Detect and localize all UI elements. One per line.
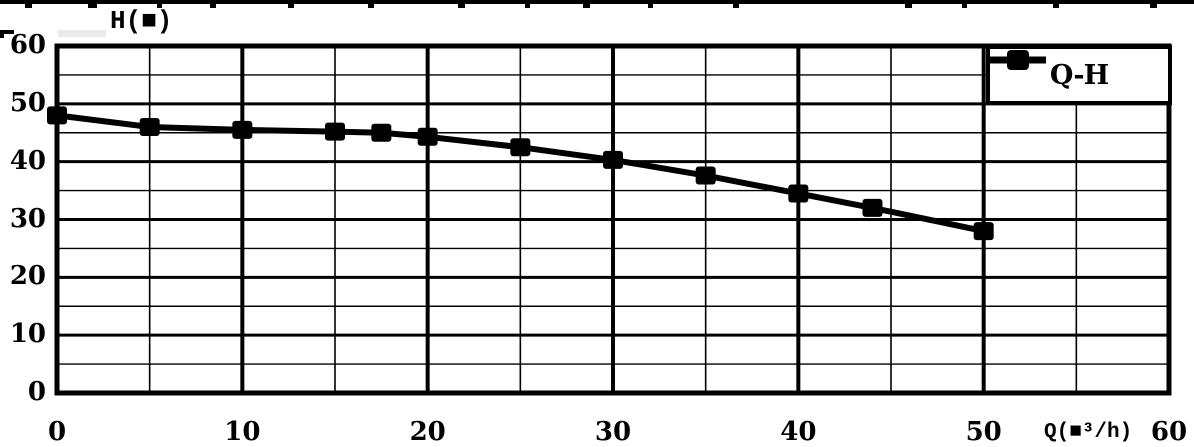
- x-tick-label-40: 40: [780, 417, 817, 447]
- scan-artifact-stub: [648, 3, 653, 8]
- scan-artifact-stub: [1150, 3, 1157, 8]
- scan-artifact-left-mark: [0, 30, 14, 38]
- data-point-marker: [603, 150, 623, 169]
- scan-artifact-stub: [25, 3, 32, 8]
- y-tick-label-30: 30: [9, 203, 46, 234]
- scan-artifact-stub: [583, 3, 590, 8]
- x-axis-title: Q(■³/h): [1044, 421, 1133, 444]
- data-point-marker: [232, 120, 253, 139]
- legend: Q-H: [986, 45, 1172, 105]
- scan-artifact-stub: [157, 3, 162, 8]
- data-point-marker: [139, 117, 160, 136]
- scan-artifact-stub: [962, 3, 967, 8]
- scan-artifact-stub: [368, 3, 374, 8]
- scan-artifact-stub: [458, 3, 465, 8]
- legend-label: Q-H: [1049, 59, 1109, 91]
- scan-artifact-stub: [1053, 3, 1059, 8]
- x-tick-label-50: 50: [965, 417, 1002, 447]
- y-tick-label-10: 10: [9, 319, 46, 350]
- data-point-marker: [325, 122, 345, 141]
- x-tick-label-30: 30: [594, 417, 632, 447]
- y-tick-label-50: 50: [9, 87, 46, 118]
- data-point-marker: [47, 106, 67, 125]
- x-tick-label-60: 60: [1150, 417, 1188, 447]
- scan-artifact-stub: [733, 3, 739, 8]
- data-point-marker: [695, 166, 716, 185]
- data-point-marker: [510, 138, 531, 157]
- y-tick-label-40: 40: [9, 145, 46, 176]
- scan-artifact-stub: [288, 3, 294, 8]
- data-point-marker: [371, 123, 392, 142]
- series-line-Q-H: [56, 112, 985, 235]
- y-tick-label-20: 20: [9, 261, 46, 292]
- scan-smudge: [58, 30, 106, 37]
- data-point-marker: [788, 184, 809, 203]
- data-point-marker: [862, 198, 883, 217]
- plot-border: [54, 43, 1172, 396]
- data-point-marker: [973, 222, 994, 241]
- scan-artifact-top-edge: [0, 0, 1194, 4]
- legend-marker-icon: [990, 50, 1046, 70]
- x-tick-label-20: 20: [409, 417, 446, 447]
- x-tick-label-0: 0: [47, 417, 67, 447]
- scan-artifact-stub: [210, 3, 216, 8]
- scan-artifact-stub: [88, 3, 97, 8]
- data-point-marker: [417, 127, 438, 146]
- scan-artifact-stub: [905, 3, 912, 8]
- scan-artifact-stub: [525, 3, 530, 8]
- y-tick-label-0: 0: [27, 377, 46, 407]
- y-tick-label-60: 60: [9, 30, 46, 60]
- y-axis-title: H(■): [110, 6, 173, 36]
- x-tick-label-10: 10: [224, 417, 261, 447]
